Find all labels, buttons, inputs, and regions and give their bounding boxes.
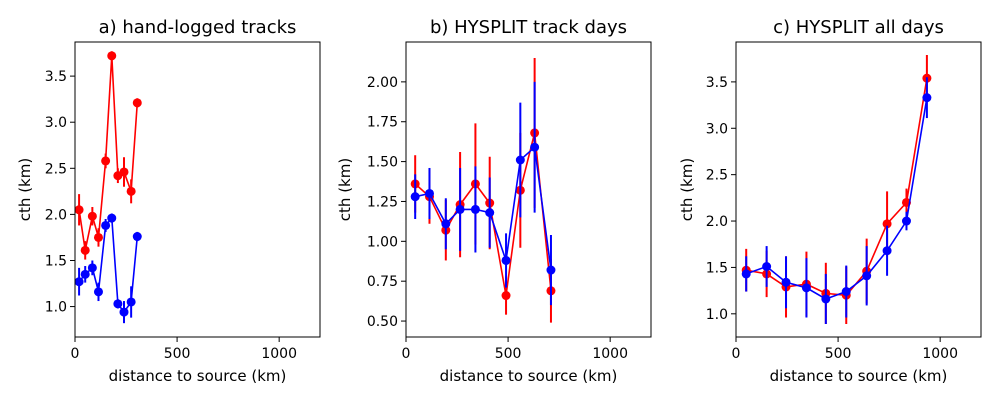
panel-a: a) hand-logged tracks distance to source… [16,17,321,385]
panel-title: a) hand-logged tracks [99,17,297,38]
data-point [126,297,136,307]
data-point [901,216,911,226]
x-axis-label: distance to source (km) [770,367,948,385]
y-axis-label: cth (km) [336,158,354,221]
data-point [410,192,420,202]
data-point [762,261,772,271]
series-line [745,97,928,300]
y-axis-label: cth (km) [678,158,696,221]
data-point [93,287,103,297]
y-tick-label: 2.00 [367,75,398,91]
data-point [546,265,556,275]
data-point [132,98,142,108]
data-point [922,93,932,103]
x-tick-label: 500 [825,346,852,362]
y-tick-label: 3.0 [706,121,728,137]
data-point [74,277,84,287]
y-tick-label: 2.0 [45,207,67,223]
y-tick-label: 1.5 [706,260,728,276]
y-tick-label: 1.0 [706,307,728,323]
y-tick-label: 1.50 [367,155,398,171]
data-point [515,155,525,165]
data-point [882,219,892,229]
y-tick-label: 3.5 [706,75,728,91]
data-point [107,51,117,61]
y-tick-label: 2.5 [45,161,67,177]
series-line [746,78,928,297]
y-tick-label: 0.50 [367,314,398,330]
y-tick-label: 3.0 [45,115,67,131]
data-point [470,204,480,214]
data-point [119,167,129,177]
data-point [93,232,103,242]
y-tick-label: 0.75 [367,274,398,290]
x-tick-label: 1000 [922,346,958,362]
x-tick-label: 500 [164,346,191,362]
y-tick-label: 1.0 [45,300,67,316]
data-point [501,291,511,301]
data-point [821,294,831,304]
series-blue [74,213,142,324]
data-point [113,299,123,309]
data-point [87,211,97,221]
data-point [101,156,111,166]
y-tick-label: 1.00 [367,234,398,250]
panel-title: c) HYSPLIT all days [773,17,944,38]
y-tick-label: 3.5 [45,69,67,85]
x-axis-label: distance to source (km) [440,367,618,385]
y-axis-label: cth (km) [16,158,34,221]
y-tick-label: 2.0 [706,214,728,230]
y-tick-label: 2.5 [706,168,728,184]
data-point [441,219,451,229]
data-point [107,213,117,223]
series-line [414,132,552,296]
axes-frame [74,41,321,338]
series-blue [410,81,556,306]
data-point [126,186,136,196]
y-tick-label: 1.5 [45,253,67,269]
panel-c: c) HYSPLIT all days distance to source (… [678,17,982,385]
data-point [862,271,872,281]
data-point [781,277,791,287]
series-line [78,55,139,251]
data-point [74,205,84,215]
x-tick-label: 0 [71,346,80,362]
data-point [530,142,540,152]
series-blue [741,77,932,325]
data-point [87,263,97,273]
data-point [882,246,892,256]
x-tick-label: 1000 [592,346,628,362]
data-point [455,204,465,214]
data-point [132,232,142,242]
panel-title: b) HYSPLIT track days [430,17,627,38]
series-line [415,145,552,271]
y-tick-label: 1.25 [367,194,398,210]
x-axis-label: distance to source (km) [109,367,287,385]
data-point [485,208,495,218]
plot-layer [410,57,556,323]
y-tick-label: 1.75 [367,115,398,131]
data-point [119,307,129,317]
data-point [424,188,434,198]
plot-layer [74,51,142,324]
data-point [801,283,811,293]
axes-frame [405,41,652,338]
axes-frame [735,41,982,338]
data-point [80,269,90,279]
series-line [78,216,139,314]
x-tick-label: 0 [732,346,741,362]
data-point [101,220,111,230]
x-tick-label: 1000 [261,346,297,362]
series-red [74,51,142,260]
data-point [841,287,851,297]
data-point [501,255,511,265]
x-tick-label: 0 [402,346,411,362]
plot-layer [741,54,932,325]
panel-b: b) HYSPLIT track days distance to source… [336,17,652,385]
data-point [80,245,90,255]
x-tick-label: 500 [495,346,522,362]
data-point [741,269,751,279]
